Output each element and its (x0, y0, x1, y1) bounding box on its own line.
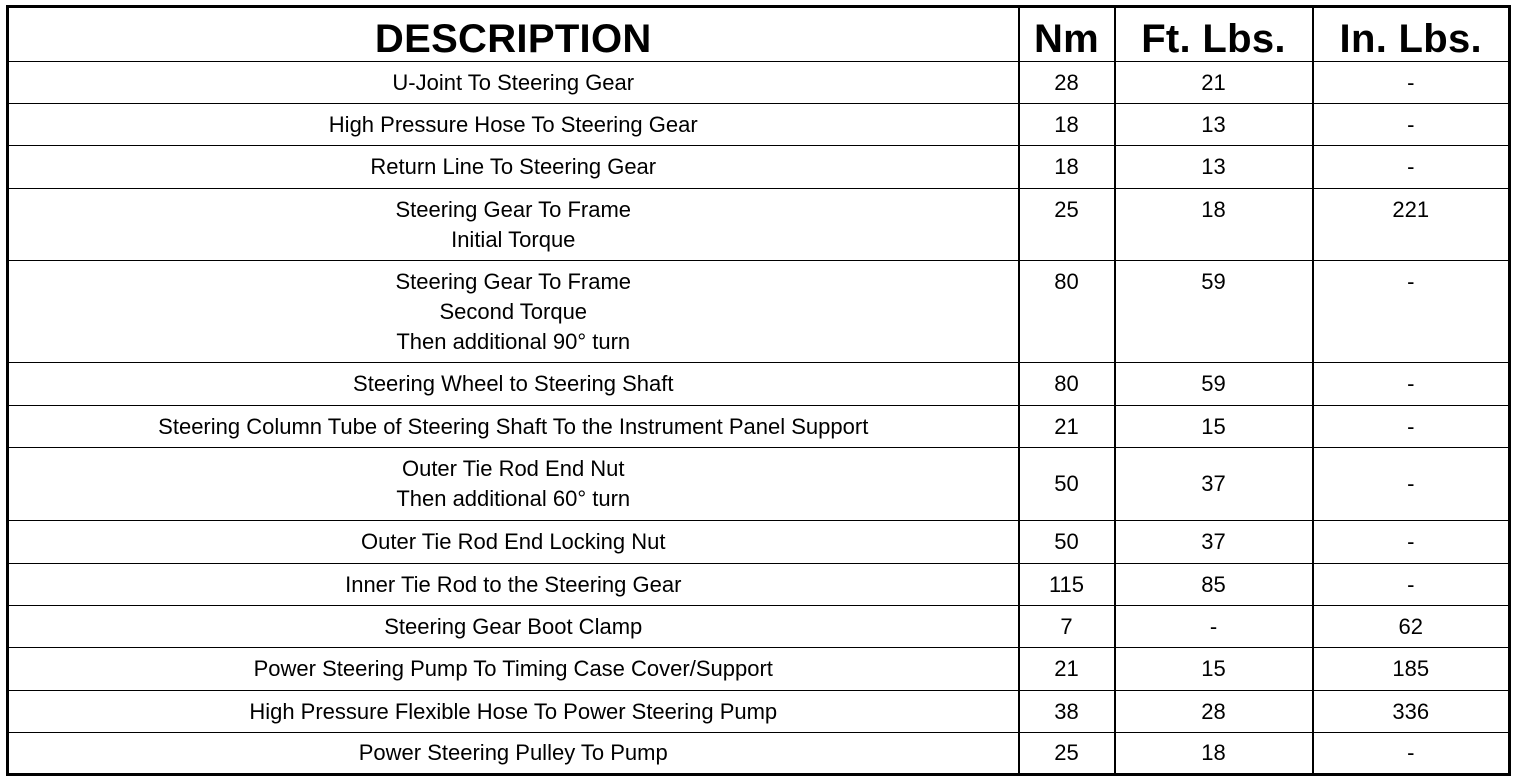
description-line: High Pressure Flexible Hose To Power Ste… (249, 698, 778, 724)
ft-lbs-cell: 85 (1114, 563, 1314, 606)
in-lbs-cell: - (1312, 362, 1511, 406)
table-row: Steering Wheel to Steering Shaft 80 59- (7, 362, 1511, 406)
nm-cell: 21 (1018, 647, 1116, 691)
nm-cell: 25 (1018, 188, 1116, 261)
table-row: U-Joint To Steering Gear 28 21- (7, 61, 1511, 104)
header-in-lbs: In. Lbs. (1312, 6, 1511, 62)
description-cell: U-Joint To Steering Gear (7, 61, 1020, 104)
nm-cell: 21 (1018, 405, 1116, 448)
ft-lbs-cell: 13 (1114, 145, 1314, 189)
ft-lbs-cell: 15 (1114, 647, 1314, 691)
in-lbs-cell: - (1312, 145, 1511, 189)
description-line: Inner Tie Rod to the Steering Gear (345, 571, 682, 597)
ft-lbs-cell: 18 (1114, 188, 1314, 261)
nm-cell: 115 (1018, 563, 1116, 606)
ft-lbs-cell: 18 (1114, 732, 1314, 775)
in-lbs-cell: - (1312, 447, 1511, 521)
description-cell: Steering Gear Boot Clamp (7, 605, 1020, 648)
description-line: Power Steering Pump To Timing Case Cover… (253, 656, 773, 681)
description-cell: High Pressure Flexible Hose To Power Ste… (7, 690, 1020, 733)
description-line: Steering Gear To Frame (395, 269, 632, 294)
nm-cell: 80 (1018, 362, 1116, 406)
table-row: Return Line To Steering Gear 18 13- (7, 145, 1511, 189)
header-row: DESCRIPTION Nm Ft. Lbs. In. Lbs. (7, 6, 1511, 62)
ft-lbs-cell: 59 (1114, 362, 1314, 406)
in-lbs-cell: - (1312, 563, 1511, 606)
ft-lbs-cell: 15 (1114, 405, 1314, 448)
in-lbs-cell: - (1312, 732, 1511, 775)
table-row: Inner Tie Rod to the Steering Gear 115 85- (7, 563, 1511, 606)
description-line: Return Line To Steering Gear (370, 154, 657, 179)
table-row: Power Steering Pulley To Pump 25 18- (7, 732, 1511, 775)
description-cell: Power Steering Pump To Timing Case Cover… (7, 647, 1020, 691)
table-row: High Pressure Hose To Steering Gear 18 13- (7, 103, 1511, 146)
torque-specifications-table: DESCRIPTION Nm Ft. Lbs. In. Lbs. U-Joint… (6, 5, 1511, 776)
table-row: High Pressure Flexible Hose To Power Ste… (7, 690, 1511, 733)
ft-lbs-cell: 21 (1114, 61, 1314, 104)
description-line: Outer Tie Rod End Locking Nut (361, 529, 666, 554)
table-row: Steering Gear To Frame Second Torque Then … (7, 260, 1511, 363)
description-cell: Inner Tie Rod to the Steering Gear (7, 563, 1020, 606)
description-line: Steering Gear To Frame (395, 197, 632, 222)
description-cell: Power Steering Pulley To Pump (7, 732, 1020, 775)
table-row: Outer Tie Rod End Locking Nut 50 37- (7, 520, 1511, 564)
description-line: High Pressure Hose To Steering Gear (328, 111, 698, 137)
table-row: Steering Column Tube of Steering Shaft T… (7, 405, 1511, 448)
description-cell: High Pressure Hose To Steering Gear (7, 103, 1020, 146)
nm-cell: 80 (1018, 260, 1116, 363)
table-row: Steering Gear To Frame Initial Torque 25 18… (7, 188, 1511, 261)
in-lbs-cell: - (1312, 520, 1511, 564)
description-cell: Outer Tie Rod End Nut Then additional 60°… (7, 447, 1020, 521)
nm-cell: 38 (1018, 690, 1116, 733)
description-cell: Steering Wheel to Steering Shaft (7, 362, 1020, 406)
in-lbs-cell: 221 (1312, 188, 1511, 261)
ft-lbs-cell: 37 (1114, 520, 1314, 564)
description-cell: Return Line To Steering Gear (7, 145, 1020, 189)
description-cell: Steering Column Tube of Steering Shaft T… (7, 405, 1020, 448)
ft-lbs-cell: 28 (1114, 690, 1314, 733)
description-line: Power Steering Pulley To Pump (358, 740, 668, 765)
nm-cell: 50 (1018, 520, 1116, 564)
nm-cell: 25 (1018, 732, 1116, 775)
description-line: Steering Wheel to Steering Shaft (353, 371, 674, 396)
nm-cell: 28 (1018, 61, 1116, 104)
nm-cell: 18 (1018, 145, 1116, 189)
header-description: DESCRIPTION (7, 6, 1020, 62)
ft-lbs-cell: 37 (1114, 447, 1314, 521)
description-line: U-Joint To Steering Gear (392, 69, 635, 95)
description-line: Outer Tie Rod End Nut (401, 456, 625, 481)
in-lbs-cell: - (1312, 61, 1511, 104)
in-lbs-cell: - (1312, 103, 1511, 146)
description-cell: Steering Gear To Frame Initial Torque (7, 188, 1020, 261)
header-ft-lbs: Ft. Lbs. (1114, 6, 1314, 62)
description-line: Steering Column Tube of Steering Shaft T… (158, 413, 869, 439)
description-line: Then additional 90° turn (396, 329, 631, 354)
description-line: Initial Torque (451, 227, 576, 252)
description-line: Then additional 60° turn (396, 486, 631, 511)
in-lbs-cell: 336 (1312, 690, 1511, 733)
table-row: Power Steering Pump To Timing Case Cover… (7, 647, 1511, 691)
in-lbs-cell: 62 (1312, 605, 1511, 648)
in-lbs-cell: - (1312, 260, 1511, 363)
nm-cell: 7 (1018, 605, 1116, 648)
nm-cell: 50 (1018, 447, 1116, 521)
ft-lbs-cell: 59 (1114, 260, 1314, 363)
ft-lbs-cell: - (1114, 605, 1314, 648)
description-line: Steering Gear Boot Clamp (384, 613, 643, 639)
header-nm: Nm (1018, 6, 1116, 62)
in-lbs-cell: 185 (1312, 647, 1511, 691)
description-line: Second Torque (439, 299, 588, 324)
in-lbs-cell: - (1312, 405, 1511, 448)
description-cell: Steering Gear To Frame Second Torque Then … (7, 260, 1020, 363)
nm-cell: 18 (1018, 103, 1116, 146)
ft-lbs-cell: 13 (1114, 103, 1314, 146)
table-row: Steering Gear Boot Clamp 7-62 (7, 605, 1511, 648)
table-row: Outer Tie Rod End Nut Then additional 60°… (7, 447, 1511, 521)
description-cell: Outer Tie Rod End Locking Nut (7, 520, 1020, 564)
